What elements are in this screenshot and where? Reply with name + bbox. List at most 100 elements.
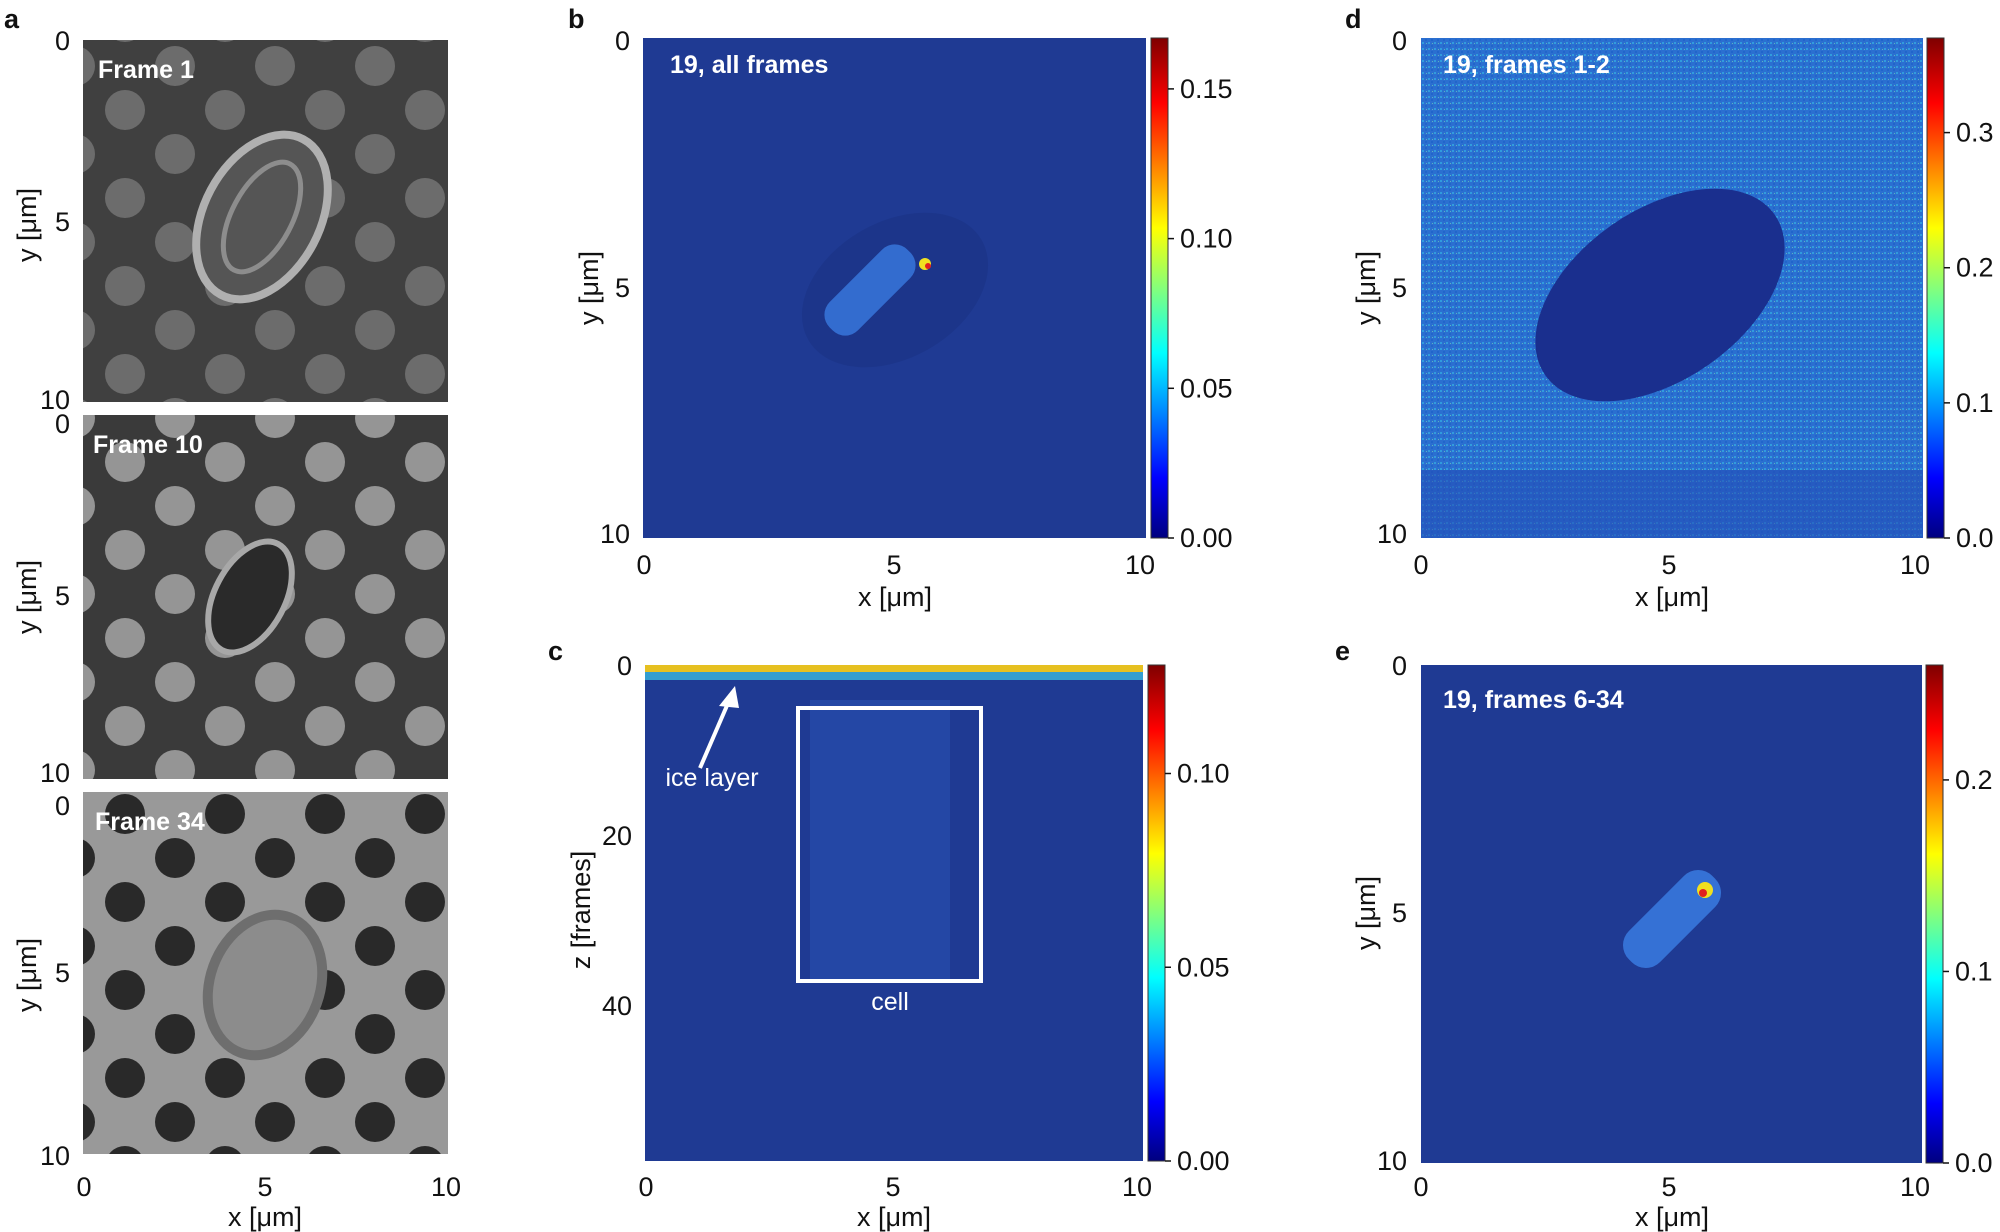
label-frame-34: Frame 34 bbox=[95, 808, 205, 836]
colorbar-tick-label: 0.05 bbox=[1180, 373, 1233, 403]
b-xtick-0: 0 bbox=[636, 550, 651, 580]
d-ytick-5: 5 bbox=[1392, 273, 1407, 303]
a3-ytick-0: 0 bbox=[55, 791, 70, 821]
a3-ytick-5: 5 bbox=[55, 958, 70, 988]
panel-a-y-axis: 0 5 10 0 5 10 0 5 10 y [μm] y [μm] y [μm… bbox=[12, 26, 70, 1171]
e-ylabel: y [μm] bbox=[1351, 876, 1381, 950]
c-xtick-5: 5 bbox=[885, 1172, 900, 1202]
map-c bbox=[645, 665, 1143, 1161]
colorbar-tick-label: 0.05 bbox=[1177, 952, 1230, 982]
a2-ytick-10: 10 bbox=[40, 758, 70, 788]
e-ytick-10: 10 bbox=[1377, 1146, 1407, 1176]
panel-b-map: 19, all frames bbox=[643, 38, 1146, 538]
label-b: 19, all frames bbox=[670, 51, 828, 79]
colorbar-tick-label: 0.0 bbox=[1955, 1148, 1993, 1178]
panel-e-letter: e bbox=[1335, 636, 1350, 666]
colorbar-c-ticks: 0.00 0.05 0.10 bbox=[1165, 759, 1230, 1176]
colorbar-tick-label: 0.1 bbox=[1956, 388, 1994, 418]
d-xlabel: x [μm] bbox=[1635, 582, 1709, 612]
colorbar-d-ticks: 0.0 0.1 0.2 0.3 bbox=[1944, 118, 1994, 553]
panel-d-axes: 0 5 10 y [μm] 0 5 10 x [μm] bbox=[1351, 26, 1930, 612]
colorbar-e-ticks: 0.0 0.1 0.2 bbox=[1943, 765, 1993, 1178]
panel-e-axes: 0 5 10 y [μm] 0 5 10 x [μm] bbox=[1351, 651, 1930, 1232]
colorbar-tick-label: 0.10 bbox=[1177, 759, 1230, 789]
e-ytick-0: 0 bbox=[1392, 651, 1407, 681]
a2-ylabel: y [μm] bbox=[12, 560, 42, 634]
label-frame-10: Frame 10 bbox=[93, 431, 203, 459]
d-ytick-10: 10 bbox=[1377, 519, 1407, 549]
d-ytick-0: 0 bbox=[1392, 26, 1407, 56]
a-xtick-10: 10 bbox=[431, 1172, 461, 1202]
a-xlabel: x [μm] bbox=[228, 1202, 302, 1232]
c-xtick-10: 10 bbox=[1122, 1172, 1152, 1202]
colorbar-tick-label: 0.00 bbox=[1180, 523, 1233, 553]
a1-ytick-10: 10 bbox=[40, 385, 70, 415]
b-ytick-10: 10 bbox=[600, 519, 630, 549]
ice-layer-label: ice layer bbox=[665, 764, 758, 792]
colorbar-e bbox=[1925, 664, 1944, 1164]
cell-signal-b bbox=[824, 244, 916, 336]
c-ytick-0: 0 bbox=[617, 651, 632, 681]
colorbar-tick-label: 0.3 bbox=[1956, 118, 1994, 148]
label-frame-1: Frame 1 bbox=[98, 56, 194, 84]
c-xtick-0: 0 bbox=[638, 1172, 653, 1202]
ice-layer-band bbox=[645, 665, 1143, 672]
cell-box bbox=[796, 706, 983, 983]
colorbar-tick-label: 0.10 bbox=[1180, 224, 1233, 254]
a3-ytick-10: 10 bbox=[40, 1141, 70, 1171]
d-xtick-0: 0 bbox=[1413, 550, 1428, 580]
a1-ylabel: y [μm] bbox=[12, 188, 42, 262]
panel-c-map: ice layer cell bbox=[645, 665, 1143, 1161]
e-xtick-10: 10 bbox=[1900, 1172, 1930, 1202]
a-xtick-5: 5 bbox=[257, 1172, 272, 1202]
d-ylabel: y [μm] bbox=[1351, 251, 1381, 325]
panel-d-map: 19, frames 1-2 bbox=[1421, 38, 1923, 538]
panel-a-x-axis: 0 5 10 x [μm] bbox=[76, 1172, 461, 1232]
colorbar-tick-label: 0.2 bbox=[1956, 253, 1994, 283]
panel-b-axes: 0 5 10 y [μm] 0 5 10 x [μm] bbox=[574, 26, 1155, 612]
a1-ytick-5: 5 bbox=[55, 207, 70, 237]
colorbar-b bbox=[1150, 37, 1169, 539]
c-xlabel: x [μm] bbox=[857, 1202, 931, 1232]
b-ytick-5: 5 bbox=[615, 273, 630, 303]
c-ytick-40: 40 bbox=[602, 991, 632, 1021]
b-xtick-10: 10 bbox=[1125, 550, 1155, 580]
cell-frame-1 bbox=[192, 130, 332, 304]
label-e: 19, frames 6-34 bbox=[1443, 686, 1624, 714]
colorbar-b-ticks: 0.00 0.05 0.10 0.15 bbox=[1168, 74, 1233, 553]
panel-d-letter: d bbox=[1345, 4, 1362, 34]
a2-ytick-0: 0 bbox=[55, 409, 70, 439]
d-xtick-5: 5 bbox=[1661, 550, 1676, 580]
panel-a-frame-34: Frame 34 bbox=[83, 792, 448, 1154]
panel-c-letter: c bbox=[548, 636, 563, 666]
b-xlabel: x [μm] bbox=[858, 582, 932, 612]
b-ytick-0: 0 bbox=[615, 26, 630, 56]
cell-signal-e bbox=[1623, 870, 1721, 968]
panel-e-map: 19, frames 6-34 bbox=[1421, 665, 1922, 1163]
b-xtick-5: 5 bbox=[886, 550, 901, 580]
cell-shadow-d bbox=[1535, 188, 1785, 402]
d-xtick-10: 10 bbox=[1900, 550, 1930, 580]
a1-ytick-0: 0 bbox=[55, 26, 70, 56]
panel-a-frame-10: Frame 10 bbox=[83, 415, 448, 779]
a3-ylabel: y [μm] bbox=[12, 938, 42, 1012]
panel-a-frame-1: Frame 1 bbox=[83, 40, 448, 402]
colorbar-tick-label: 0.2 bbox=[1955, 765, 1993, 795]
label-d: 19, frames 1-2 bbox=[1443, 51, 1610, 79]
c-ytick-20: 20 bbox=[602, 821, 632, 851]
cell-signal-c bbox=[810, 700, 950, 980]
e-xtick-5: 5 bbox=[1661, 1172, 1676, 1202]
colorbar-d bbox=[1926, 37, 1945, 539]
a-xtick-0: 0 bbox=[76, 1172, 91, 1202]
colorbar-tick-label: 0.15 bbox=[1180, 74, 1233, 104]
colorbar-tick-label: 0.1 bbox=[1955, 956, 1993, 986]
cell-frame-10 bbox=[205, 538, 295, 656]
e-ytick-5: 5 bbox=[1392, 898, 1407, 928]
colorbar-tick-label: 0.00 bbox=[1177, 1146, 1230, 1176]
panel-a-letter: a bbox=[4, 4, 20, 34]
panel-c-axes: 0 20 40 z [frames] 0 5 10 x [μm] bbox=[566, 651, 1152, 1232]
a2-ytick-5: 5 bbox=[55, 581, 70, 611]
colorbar-c bbox=[1147, 664, 1166, 1162]
cell-frame-34 bbox=[202, 909, 328, 1061]
